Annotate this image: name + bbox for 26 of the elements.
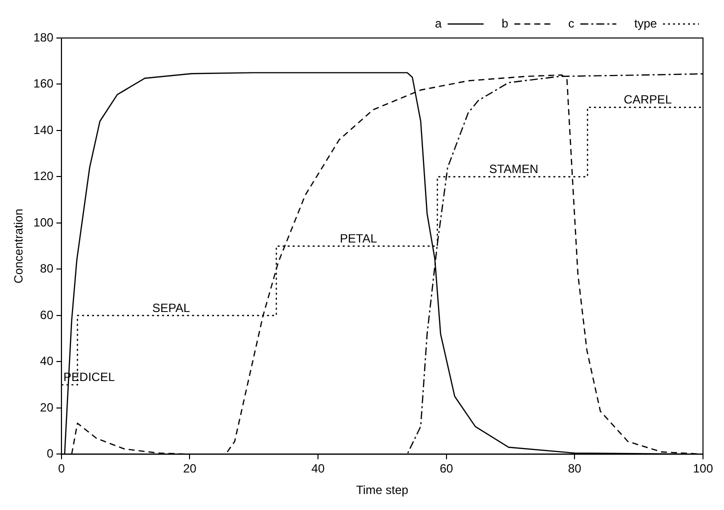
x-tick-label: 80 — [568, 462, 582, 476]
x-axis-title: Time step — [356, 483, 409, 498]
legend-label: a — [434, 16, 442, 30]
y-tick-label: 100 — [33, 215, 54, 230]
annotation: SEPAL — [152, 300, 190, 315]
y-tick-label: 120 — [33, 169, 54, 184]
y-tick-label: 180 — [33, 30, 54, 44]
legend-label: type — [634, 16, 658, 30]
y-tick-label: 160 — [33, 76, 54, 91]
x-tick-label: 60 — [440, 462, 454, 476]
annotation: PETAL — [340, 231, 378, 246]
y-tick-label: 60 — [40, 308, 54, 322]
y-tick-label: 140 — [33, 122, 54, 137]
legend-label: b — [502, 16, 509, 30]
y-axis-title: Concentration — [12, 208, 26, 284]
x-tick-label: 0 — [58, 462, 66, 476]
x-tick-label: 20 — [183, 462, 197, 476]
y-tick-label: 80 — [40, 262, 54, 276]
x-tick-label: 100 — [692, 462, 714, 476]
x-tick-label: 40 — [311, 462, 326, 476]
y-tick-label: 20 — [40, 400, 54, 414]
annotation: CARPEL — [624, 92, 672, 107]
annotation: STAMEN — [489, 162, 538, 176]
legend-label: c — [568, 16, 574, 30]
y-tick-label: 0 — [46, 446, 54, 461]
y-tick-label: 40 — [40, 354, 54, 368]
